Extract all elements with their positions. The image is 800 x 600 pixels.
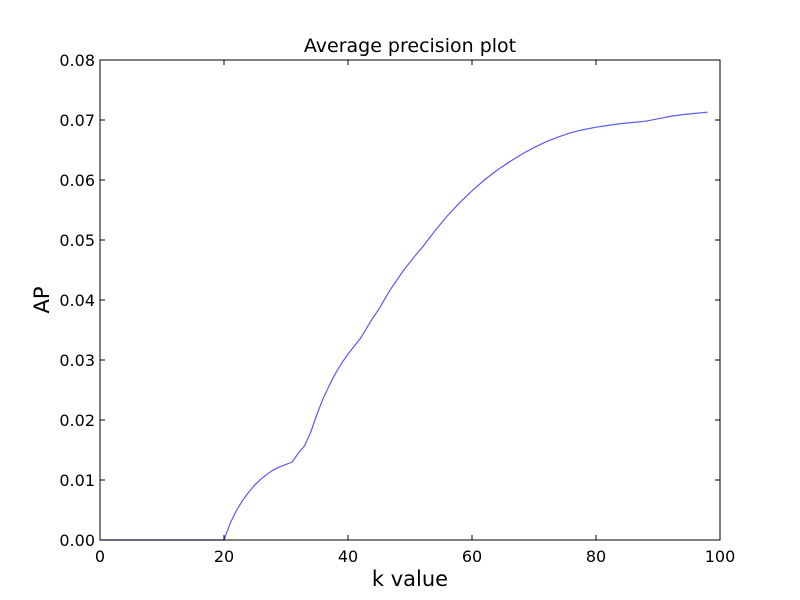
x-tick-label: 60 [462, 547, 482, 566]
y-tick-label: 0.06 [59, 171, 95, 190]
y-tick-label: 0.03 [59, 351, 95, 370]
y-tick-label: 0.08 [59, 51, 95, 70]
y-axis-label: AP [30, 286, 54, 313]
y-tick-label: 0.04 [59, 291, 95, 310]
y-tick-label: 0.02 [59, 411, 95, 430]
x-tick-label: 0 [95, 547, 105, 566]
plot-series-group [100, 111, 708, 541]
x-tick-label: 100 [705, 547, 736, 566]
y-tick-label: 0.07 [59, 111, 95, 130]
y-tick-label: 0.05 [59, 231, 95, 250]
y-tick-label: 0.01 [59, 471, 95, 490]
x-tick-label: 80 [586, 547, 606, 566]
x-axis-label: k value [372, 567, 448, 591]
x-tick-label: 40 [338, 547, 358, 566]
ticks-group: 0 20 40 60 80 100 0.00 0.01 0.02 0.03 0.04 0.05 0.06… [59, 51, 735, 566]
x-tick-label: 20 [214, 547, 234, 566]
plot-frame [99, 59, 721, 541]
y-tick-label: 0.00 [59, 531, 95, 550]
series-line [100, 111, 708, 541]
chart-title: Average precision plot [304, 35, 516, 57]
